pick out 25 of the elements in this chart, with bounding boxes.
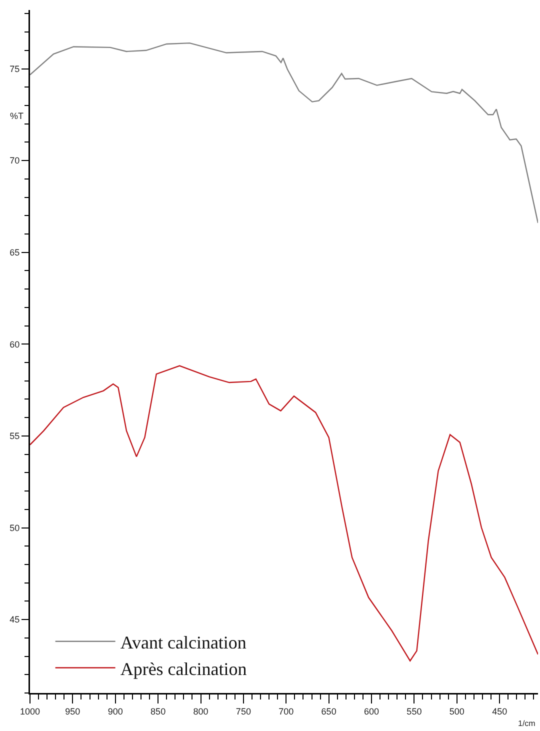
x-tick-label: 950 [65,706,80,716]
x-tick-label: 550 [406,706,422,716]
x-tick-label: 1000 [20,706,40,716]
y-tick-label: 70 [10,156,20,166]
x-tick-label: 850 [150,706,166,716]
y-tick-label: 55 [10,431,20,442]
y-tick-label: 50 [10,522,20,533]
legend-label: Après calcination [120,658,247,679]
y-axis-title: %T [10,111,24,121]
y-tick-label: 60 [10,339,20,350]
x-axis-title: 1/cm [518,719,536,728]
x-tick-label: 700 [278,706,294,716]
line-series [30,365,538,662]
x-tick-label: 750 [236,706,251,716]
x-tick-label: 800 [193,706,208,716]
x-tick-label: 900 [108,706,123,716]
x-tick-label: 500 [449,706,464,716]
line-series [30,42,538,224]
x-tick-label: 650 [321,706,336,716]
legend-label: Avant calcination [120,632,246,652]
x-tick-label: 450 [492,706,508,716]
y-tick-label: 75 [10,64,20,74]
y-tick-label: 45 [10,614,20,625]
x-tick-label: 600 [364,706,380,716]
y-tick-label: 65 [10,248,20,258]
